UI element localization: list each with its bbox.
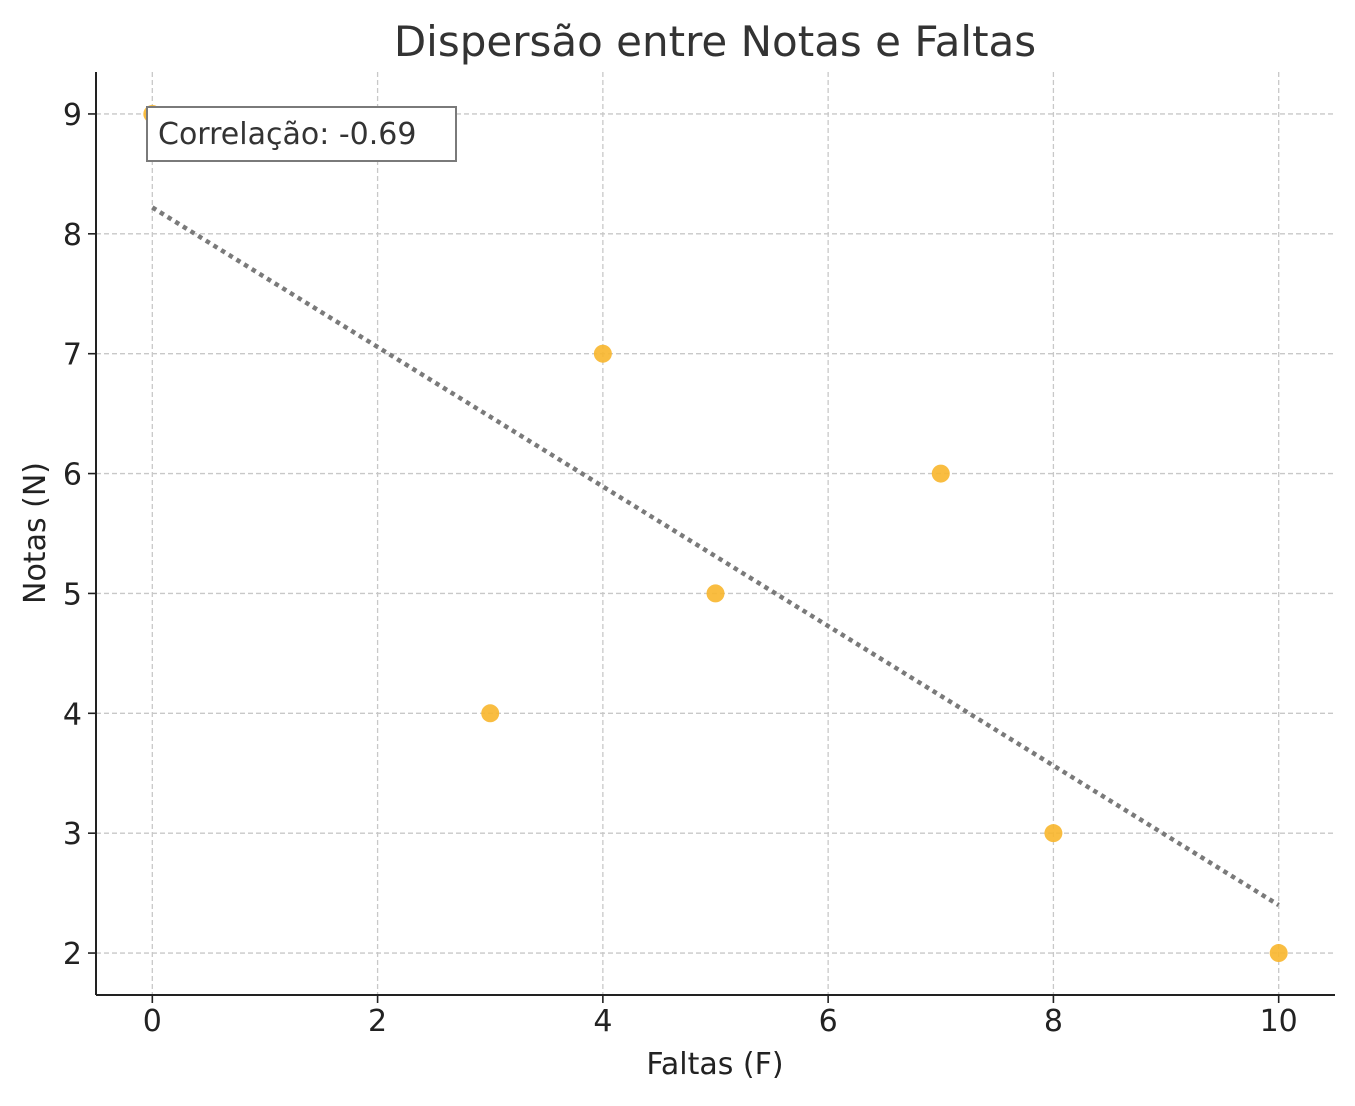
y-tick-label: 6 (63, 458, 82, 493)
y-tick-label: 4 (63, 697, 82, 732)
chart-title: Dispersão entre Notas e Faltas (394, 17, 1036, 66)
data-point (1044, 824, 1063, 843)
annotation-text: Correlação: -0.69 (158, 117, 416, 152)
tick-labels: 0 2 4 6 8 10 2 3 4 5 6 7 8 9 (63, 98, 1298, 1039)
y-tick-label: 2 (63, 937, 82, 972)
x-tick-label: 4 (593, 1004, 612, 1039)
y-tick-label: 5 (63, 577, 82, 612)
trendline (151, 205, 1280, 908)
grid (96, 72, 1335, 995)
y-tick-label: 3 (63, 817, 82, 852)
data-point (931, 464, 950, 483)
x-tick-label: 2 (368, 1004, 387, 1039)
x-tick-label: 8 (1044, 1004, 1063, 1039)
x-axis-label: Faltas (F) (646, 1047, 783, 1082)
data-point (593, 344, 612, 363)
axes (88, 72, 1335, 1003)
y-tick-label: 8 (63, 218, 82, 253)
trendline-layer (151, 205, 1280, 908)
correlation-annotation: Correlação: -0.69 (146, 106, 457, 162)
x-tick-label: 0 (143, 1004, 162, 1039)
y-tick-label: 7 (63, 338, 82, 373)
x-tick-label: 6 (819, 1004, 838, 1039)
y-tick-label: 9 (63, 98, 82, 133)
data-point (706, 584, 725, 603)
data-point (1269, 944, 1288, 963)
x-tick-label: 10 (1260, 1004, 1298, 1039)
y-axis-label: Notas (N) (18, 462, 53, 604)
data-point (481, 704, 500, 723)
annotation-box (146, 106, 457, 162)
